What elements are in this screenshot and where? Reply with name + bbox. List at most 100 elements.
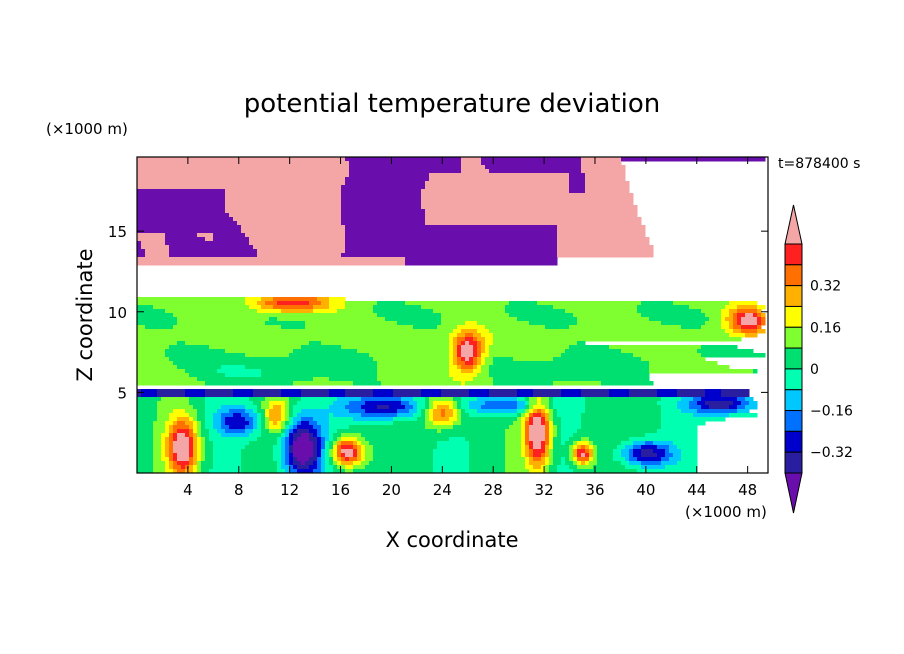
contour-cell: [641, 453, 658, 458]
contour-cell: [269, 417, 282, 422]
contour-cell: [345, 229, 558, 234]
contour-cell: [529, 417, 534, 422]
contour-cell: [341, 201, 422, 206]
contour-cell: [673, 301, 730, 306]
contour-cell: [557, 465, 570, 470]
contour-cell: [309, 301, 322, 306]
contour-cell: [701, 309, 722, 314]
contour-cell: [137, 357, 170, 362]
contour-cell: [257, 405, 262, 410]
contour-cell: [629, 461, 642, 466]
contour-cell: [469, 405, 482, 410]
contour-cell: [709, 405, 730, 410]
contour-cell: [649, 317, 710, 322]
contour-cell: [453, 349, 458, 354]
contour-cell: [373, 389, 394, 394]
contour-cell: [249, 397, 266, 402]
contour-cell: [689, 305, 726, 310]
contour-cell: [493, 381, 554, 386]
contour-cell: [553, 449, 570, 454]
contour-cell: [677, 401, 690, 406]
contour-cell: [193, 429, 198, 434]
contour-cell: [189, 453, 194, 458]
contour-cell: [137, 249, 146, 254]
contour-cell: [189, 401, 206, 406]
contour-cell: [137, 245, 142, 250]
contour-cell: [345, 305, 374, 310]
contour-cell: [525, 449, 530, 454]
contour-cell: [433, 457, 470, 462]
contour-cell: [417, 405, 426, 410]
contour-cell: [213, 237, 250, 242]
contour-cell: [549, 409, 554, 414]
contour-cell: [333, 437, 338, 442]
contour-cell: [289, 433, 294, 438]
contour-cell: [561, 457, 566, 462]
contour-cell: [273, 445, 282, 450]
contour-cell: [549, 401, 554, 406]
contour-cell: [393, 393, 422, 398]
contour-cell: [165, 445, 170, 450]
contour-cell: [449, 369, 462, 374]
contour-cell: [733, 401, 742, 406]
contour-cell: [573, 441, 578, 446]
contour-cell: [521, 425, 526, 430]
contour-cell: [377, 361, 450, 366]
contour-cell: [701, 353, 766, 358]
contour-cell: [357, 449, 362, 454]
contour-cell: [433, 453, 470, 458]
contour-cell: [321, 449, 326, 454]
contour-cell: [197, 465, 202, 470]
contour-cell: [281, 389, 302, 394]
contour-cell: [137, 401, 158, 406]
contour-cell: [269, 421, 274, 426]
contour-cell: [221, 417, 226, 422]
contour-cell: [345, 465, 354, 470]
contour-cell: [545, 441, 550, 446]
contour-cell: [469, 341, 478, 346]
contour-cell: [489, 169, 582, 174]
contour-cell: [141, 245, 170, 250]
contour-cell: [137, 461, 154, 466]
contour-cell: [529, 449, 534, 454]
contour-cell: [373, 457, 434, 462]
contour-cell: [305, 325, 414, 330]
x-tick-label: 16: [331, 481, 350, 499]
contour-cell: [289, 409, 294, 414]
x-axis: 4 8 12 16 20 24 28 32 36 40 44 48: [183, 157, 757, 499]
contour-cell: [561, 425, 582, 430]
contour-cell: [461, 161, 482, 166]
contour-cell: [477, 373, 490, 378]
contour-cell: [569, 445, 574, 450]
contour-cell: [365, 437, 450, 442]
contour-cell: [561, 353, 634, 358]
contour-cell: [321, 465, 326, 470]
contour-cell: [565, 349, 622, 354]
contour-cell: [489, 353, 562, 358]
contour-cell: [281, 309, 314, 314]
contour-cell: [209, 429, 218, 434]
contour-cell: [545, 421, 550, 426]
contour-cell: [449, 341, 454, 346]
contour-cell: [481, 349, 486, 354]
contour-cell: [425, 221, 642, 226]
contour-cell: [461, 165, 486, 170]
contour-cell: [373, 445, 438, 450]
contour-cell: [353, 453, 358, 458]
contour-cell: [309, 429, 318, 434]
contour-cell: [461, 397, 478, 402]
contour-cell: [529, 457, 534, 462]
contour-cell: [593, 445, 598, 450]
contour-cell: [561, 461, 566, 466]
contour-cell: [213, 461, 242, 466]
contour-cell: [481, 357, 486, 362]
contour-cell: [461, 169, 490, 174]
contour-cell: [169, 465, 174, 470]
contour-cell: [433, 413, 442, 418]
contour-cell: [549, 449, 554, 454]
contour-cell: [469, 401, 486, 406]
contour-cell: [309, 341, 322, 346]
contour-cell: [477, 409, 518, 414]
contour-cell: [285, 441, 290, 446]
contour-cell: [541, 401, 550, 406]
